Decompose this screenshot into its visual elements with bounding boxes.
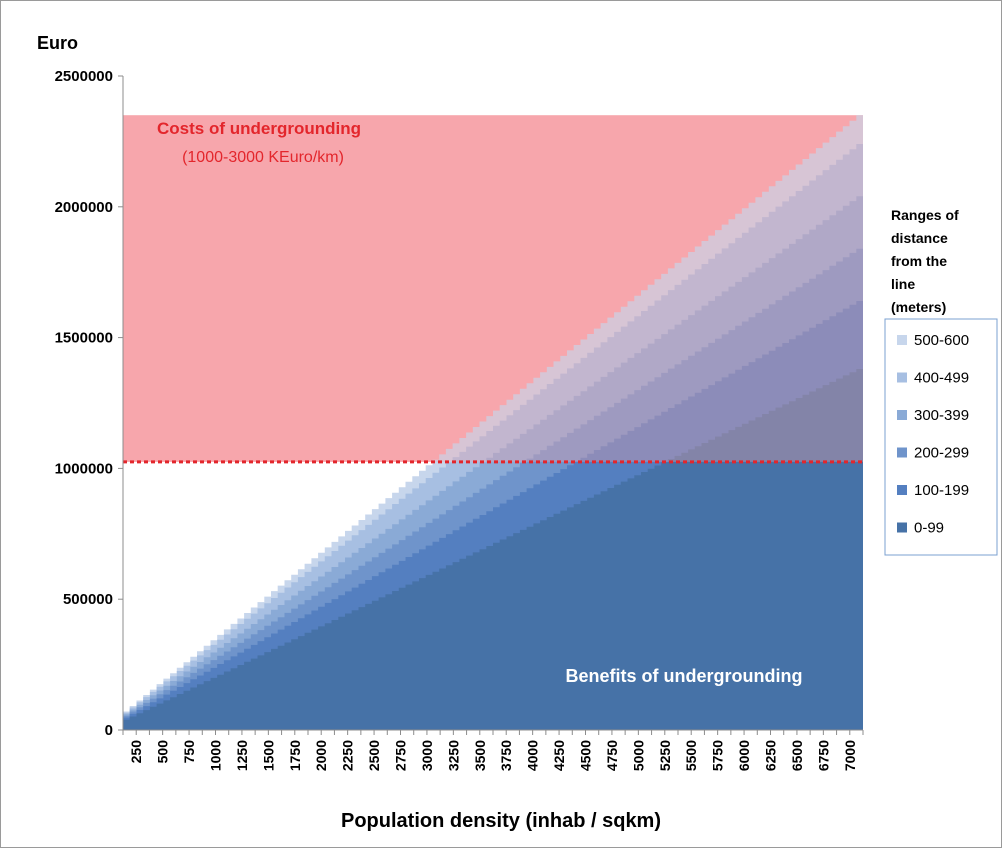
y-tick-label: 2500000: [55, 68, 113, 85]
x-tick-label: 2250: [340, 740, 356, 771]
cost-band-overlay: [123, 115, 863, 462]
legend-title-line: distance: [891, 230, 948, 246]
x-tick-label: 6500: [789, 740, 805, 771]
legend-label-0-99: 0-99: [914, 520, 944, 537]
x-tick-label: 500: [155, 740, 171, 764]
x-tick-label: 5250: [657, 740, 673, 771]
legend-box: [884, 318, 998, 556]
legend-layer: Ranges of distance from the line (meters) 500…: [884, 207, 998, 556]
x-tick-label: 3000: [419, 740, 435, 771]
x-tick-label: 2750: [393, 740, 409, 771]
axes-layer: 0 500000 1000000 1500000 2000000 2500000 250 50…: [55, 68, 864, 771]
legend-title-line: line: [891, 276, 915, 292]
x-tick-label: 6250: [763, 740, 779, 771]
legend-label-300-399: 300-399: [914, 407, 969, 424]
y-tick-label: 0: [105, 722, 113, 739]
x-tick-label: 3750: [498, 740, 514, 771]
x-tick-label: 5750: [710, 740, 726, 771]
x-tick-label: 5000: [630, 740, 646, 771]
x-tick-label: 4750: [604, 740, 620, 771]
y-tick-label: 1500000: [55, 330, 113, 347]
legend-swatch-0-99: [897, 522, 907, 533]
y-axis-title: Euro: [37, 33, 78, 53]
legend-label-400-499: 400-499: [914, 370, 969, 387]
x-tick-label: 5500: [683, 740, 699, 771]
series-layer: [123, 115, 863, 731]
y-tick-label: 1000000: [55, 460, 113, 477]
benefit-label: Benefits of undergrounding: [566, 666, 803, 686]
x-tick-label: 1500: [260, 740, 276, 771]
x-tick-label: 1250: [234, 740, 250, 771]
text-layer: Euro Population density (inhab / sqkm) Cos…: [37, 33, 802, 832]
legend-title-line: (meters): [891, 299, 946, 315]
x-tick-label: 250: [128, 740, 144, 764]
overlay-layer: [123, 115, 863, 464]
x-tick-label: 750: [181, 740, 197, 764]
legend-swatch-300-399: [897, 410, 907, 420]
x-tick-label: 3250: [445, 740, 461, 771]
legend-label-500-600: 500-600: [914, 332, 969, 349]
y-tick-label: 500000: [63, 591, 113, 608]
series-area-0-99: [123, 369, 863, 730]
legend-label-100-199: 100-199: [914, 482, 969, 499]
legend-title-line: Ranges of: [891, 207, 959, 223]
x-tick-label: 4000: [525, 740, 541, 771]
x-tick-label: 6750: [815, 740, 831, 771]
legend-label-200-299: 200-299: [914, 445, 969, 462]
cost-band-label: Costs of undergrounding: [157, 119, 361, 138]
legend-swatch-200-299: [897, 447, 907, 458]
x-tick-label: 6000: [736, 740, 752, 771]
x-tick-label: 2000: [313, 740, 329, 771]
x-tick-label: 7000: [842, 740, 858, 771]
legend-swatch-500-600: [897, 335, 907, 345]
legend-title-line: from the: [891, 253, 947, 269]
x-axis-title: Population density (inhab / sqkm): [341, 810, 661, 832]
x-tick-label: 4500: [578, 740, 594, 771]
cost-band-sublabel: (1000-3000 KEuro/km): [182, 149, 344, 166]
legend-swatch-100-199: [897, 485, 907, 495]
x-tick-label: 2500: [366, 740, 382, 771]
legend-swatch-400-499: [897, 372, 907, 383]
x-tick-label: 1000: [208, 740, 224, 771]
x-tick-label: 1750: [287, 740, 303, 771]
x-tick-label: 4250: [551, 740, 567, 771]
y-tick-label: 2000000: [55, 199, 113, 216]
x-tick-label: 3500: [472, 740, 488, 771]
